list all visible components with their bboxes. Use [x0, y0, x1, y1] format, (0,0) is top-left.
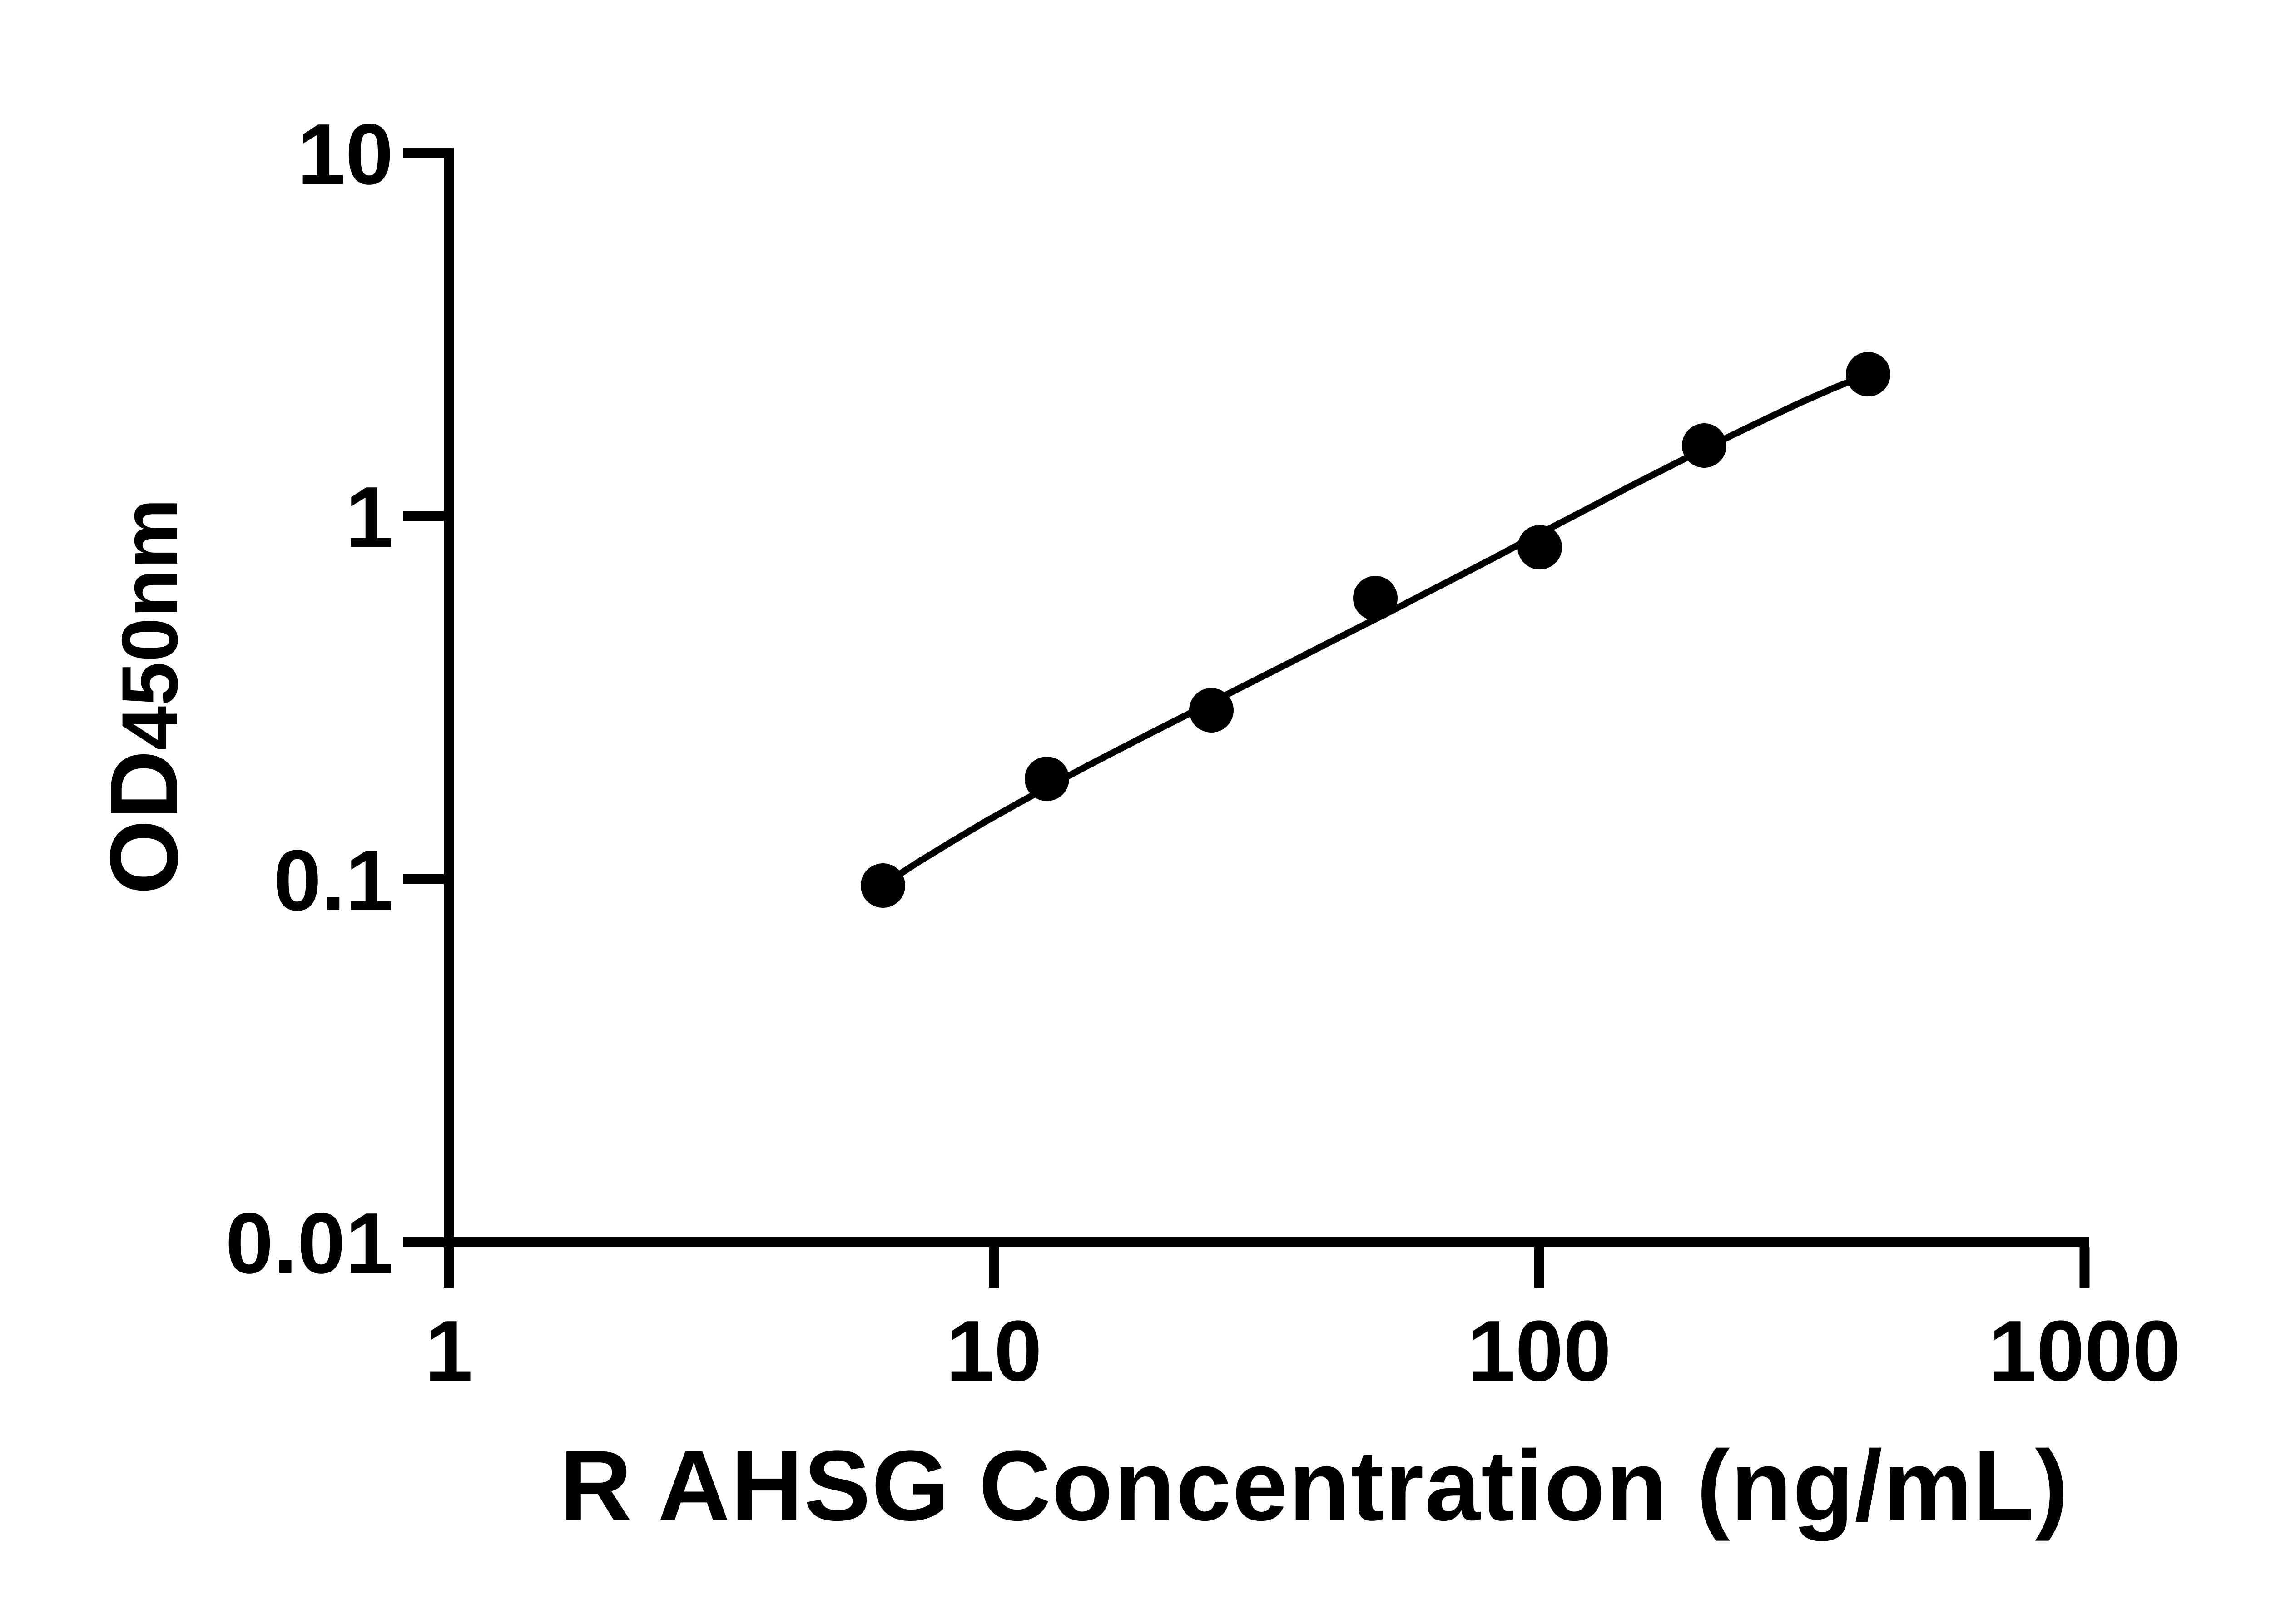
svg-text:1: 1 [425, 1303, 473, 1399]
svg-text:1: 1 [345, 469, 393, 565]
svg-text:10: 10 [298, 106, 393, 203]
svg-text:100: 100 [1467, 1303, 1611, 1399]
svg-text:10: 10 [946, 1303, 1042, 1399]
svg-text:1000: 1000 [1988, 1303, 2181, 1399]
svg-text:0.1: 0.1 [273, 832, 393, 929]
svg-text:0.01: 0.01 [225, 1195, 393, 1292]
svg-text:OD450nm: OD450nm [90, 499, 198, 895]
svg-text:R AHSG Concentration (ng/mL): R AHSG Concentration (ng/mL) [560, 1430, 2069, 1541]
